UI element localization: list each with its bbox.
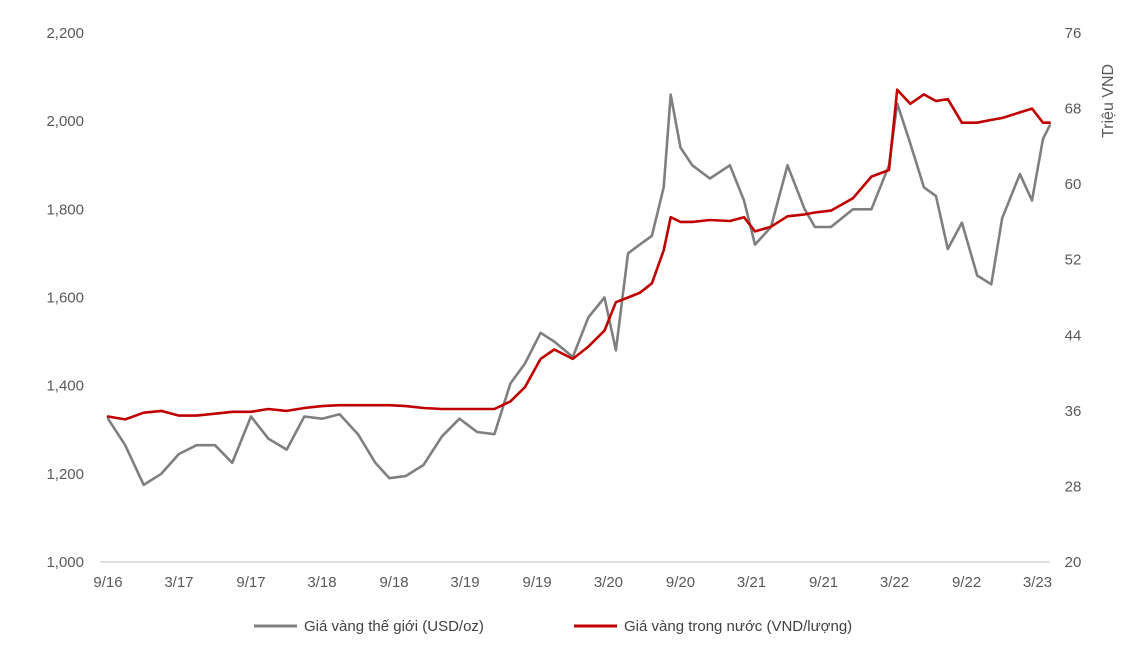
x-tick-label: 3/20 [594,574,623,591]
series-group [106,88,1051,487]
left-y-axis-ticks: 1,000 1,200 1,400 1,600 1,800 2,000 2,200 [46,25,84,571]
x-tick-label: 9/19 [522,574,551,591]
right-y-tick-label: 36 [1065,403,1082,420]
x-tick-label: 3/23 [1023,574,1052,591]
x-tick-label: 9/20 [666,574,695,591]
left-y-tick-label: 2,200 [46,25,84,42]
x-tick-label: 3/21 [737,574,766,591]
right-y-tick-label: 28 [1065,478,1082,495]
x-tick-label: 9/16 [93,574,122,591]
left-y-tick-label: 2,000 [46,113,84,130]
right-y-tick-label: 68 [1065,101,1082,118]
right-y-tick-label: 60 [1065,176,1082,193]
legend-label-world: Giá vàng thế giới (USD/oz) [304,618,484,635]
right-axis-label: Triệu VND [1100,64,1117,138]
left-y-tick-label: 1,200 [46,466,84,483]
x-tick-label: 3/18 [307,574,336,591]
x-tick-label: 3/22 [880,574,909,591]
left-y-tick-label: 1,400 [46,378,84,395]
x-tick-label: 3/17 [164,574,193,591]
x-tick-label: 9/17 [236,574,265,591]
series-line-domestic-gold [106,88,1051,421]
series-line-world-gold [106,93,1051,487]
right-y-tick-label: 76 [1065,25,1082,42]
legend: Giá vàng thế giới (USD/oz) Giá vàng tron… [254,618,852,635]
right-y-tick-label: 44 [1065,327,1082,344]
left-y-tick-label: 1,600 [46,290,84,307]
right-y-axis-ticks: 20 28 36 44 52 60 68 76 [1065,25,1082,571]
x-tick-label: 3/19 [450,574,479,591]
legend-label-domestic: Giá vàng trong nước (VND/lượng) [624,618,852,635]
left-y-tick-label: 1,000 [46,554,84,571]
x-tick-label: 9/21 [809,574,838,591]
right-y-tick-label: 52 [1065,252,1082,269]
left-y-tick-label: 1,800 [46,201,84,218]
right-y-tick-label: 20 [1065,554,1082,571]
x-tick-label: 9/22 [952,574,981,591]
x-axis-ticks: 9/16 3/17 9/17 3/18 9/18 3/19 9/19 3/20 9/20 3/21… [93,574,1052,591]
x-tick-label: 9/18 [379,574,408,591]
